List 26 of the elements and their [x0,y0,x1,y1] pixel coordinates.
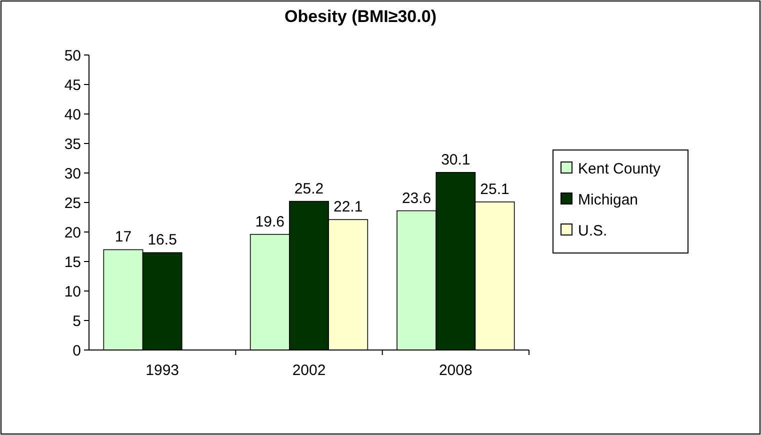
data-label: 17 [114,228,132,246]
chart-title: Obesity (BMI≥30.0) [284,7,436,26]
legend-label: Kent County [578,160,662,178]
y-tick-label: 30 [64,165,81,182]
data-label: 25.2 [294,180,324,198]
y-tick-label: 35 [64,136,81,153]
y-tick-label: 50 [64,47,81,64]
y-tick-label: 20 [64,224,81,242]
x-tick-label: 1993 [146,362,180,379]
data-label: 22.1 [334,198,363,216]
y-tick-label: 5 [72,312,81,330]
x-tick-label: 2008 [438,362,472,379]
x-tick-label: 2002 [292,362,326,379]
y-tick-label: 45 [64,76,81,94]
data-label: 25.1 [480,180,510,198]
data-label: 30.1 [441,151,470,168]
y-tick-label: 40 [64,106,81,124]
data-label: 16.5 [148,232,177,249]
legend-label: Michigan [578,191,638,208]
data-label: 19.6 [255,213,284,230]
y-tick-label: 0 [72,342,81,360]
data-label: 23.6 [402,190,432,207]
y-tick-label: 25 [64,194,81,212]
legend-label: U.S. [578,222,608,240]
y-tick-label: 15 [64,254,81,271]
y-tick-label: 10 [64,283,81,300]
